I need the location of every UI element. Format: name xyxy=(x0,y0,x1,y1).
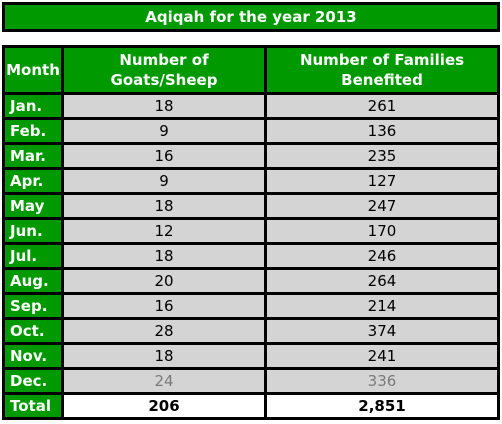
families-cell: 235 xyxy=(267,145,497,167)
month-cell: Jul. xyxy=(5,245,61,267)
families-cell: 336 xyxy=(267,370,497,392)
families-cell: 374 xyxy=(267,320,497,342)
families-header-line2: Benefited xyxy=(341,71,423,89)
families-cell: 247 xyxy=(267,195,497,217)
families-cell: 136 xyxy=(267,120,497,142)
goats-cell: 18 xyxy=(64,95,264,117)
goats-cell: 28 xyxy=(64,320,264,342)
families-cell: 261 xyxy=(267,95,497,117)
header-row: Month Number of Goats/Sheep Number of Fa… xyxy=(5,48,497,92)
table-row: Jun. 12 170 xyxy=(5,220,497,242)
families-cell: 246 xyxy=(267,245,497,267)
aqiqah-table: Month Number of Goats/Sheep Number of Fa… xyxy=(2,45,500,420)
month-cell: Jun. xyxy=(5,220,61,242)
total-goats: 206 xyxy=(64,395,264,417)
table-row: Sep. 16 214 xyxy=(5,295,497,317)
table-row: May 18 247 xyxy=(5,195,497,217)
goats-cell: 18 xyxy=(64,345,264,367)
table-row: Apr. 9 127 xyxy=(5,170,497,192)
month-cell: Aug. xyxy=(5,270,61,292)
month-cell: Oct. xyxy=(5,320,61,342)
goats-cell: 16 xyxy=(64,295,264,317)
goats-cell: 24 xyxy=(64,370,264,392)
month-header-label: Month xyxy=(6,61,60,79)
table-row: Mar. 16 235 xyxy=(5,145,497,167)
month-cell: Apr. xyxy=(5,170,61,192)
month-cell: Nov. xyxy=(5,345,61,367)
month-cell: Jan. xyxy=(5,95,61,117)
total-label: Total xyxy=(5,395,61,417)
goats-header-line1: Number of xyxy=(119,51,209,69)
goats-cell: 18 xyxy=(64,195,264,217)
goats-cell: 9 xyxy=(64,170,264,192)
month-cell: May xyxy=(5,195,61,217)
table-row: Dec. 24 336 xyxy=(5,370,497,392)
goats-cell: 20 xyxy=(64,270,264,292)
table-row: Oct. 28 374 xyxy=(5,320,497,342)
goats-header: Number of Goats/Sheep xyxy=(64,48,264,92)
page-title: Aqiqah for the year 2013 xyxy=(5,5,497,29)
month-cell: Feb. xyxy=(5,120,61,142)
table-row: Nov. 18 241 xyxy=(5,345,497,367)
table-row: Aug. 20 264 xyxy=(5,270,497,292)
families-header-line1: Number of Families xyxy=(299,51,465,69)
goats-header-line2: Goats/Sheep xyxy=(110,71,218,89)
table-row: Feb. 9 136 xyxy=(5,120,497,142)
families-cell: 170 xyxy=(267,220,497,242)
title-bar: Aqiqah for the year 2013 xyxy=(2,2,500,32)
goats-cell: 16 xyxy=(64,145,264,167)
goats-cell: 9 xyxy=(64,120,264,142)
table-row: Jan. 18 261 xyxy=(5,95,497,117)
families-cell: 127 xyxy=(267,170,497,192)
table-row: Jul. 18 246 xyxy=(5,245,497,267)
month-cell: Mar. xyxy=(5,145,61,167)
families-cell: 264 xyxy=(267,270,497,292)
families-cell: 241 xyxy=(267,345,497,367)
goats-cell: 12 xyxy=(64,220,264,242)
families-header: Number of Families Benefited xyxy=(267,48,497,92)
total-row: Total 206 2,851 xyxy=(5,395,497,417)
families-cell: 214 xyxy=(267,295,497,317)
month-cell: Sep. xyxy=(5,295,61,317)
month-header: Month xyxy=(5,48,61,92)
total-families: 2,851 xyxy=(267,395,497,417)
month-cell: Dec. xyxy=(5,370,61,392)
goats-cell: 18 xyxy=(64,245,264,267)
